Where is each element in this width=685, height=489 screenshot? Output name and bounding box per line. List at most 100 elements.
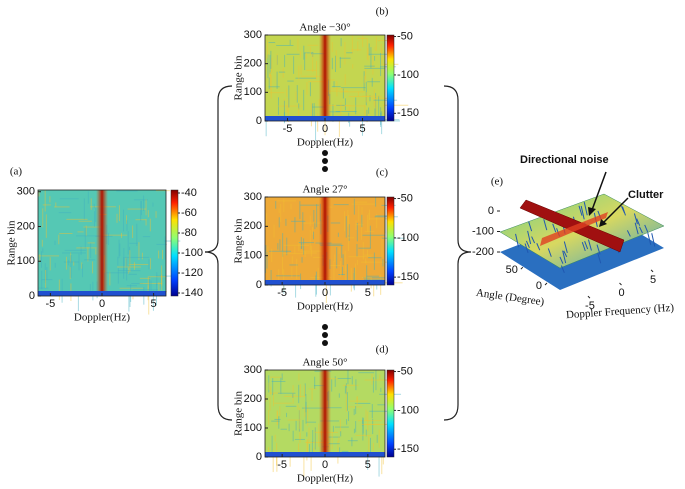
colorbar-tick-label: -50 (397, 192, 413, 204)
y-tick-label: 100 (244, 422, 262, 434)
heatmap-texture (289, 264, 298, 266)
heatmap-texture (355, 220, 357, 231)
heatmap-texture (66, 218, 88, 220)
heatmap-texture (44, 263, 46, 284)
x-tick-label: 0 (99, 298, 105, 310)
heatmap-texture (348, 107, 350, 112)
doppler-tick (587, 295, 591, 299)
heatmap-texture (84, 259, 96, 261)
heatmap-texture (309, 215, 311, 226)
heatmap-texture (267, 54, 269, 79)
heatmap-texture (355, 379, 357, 391)
heatmap-texture (87, 191, 89, 204)
heatmap-texture (346, 392, 348, 411)
heatmap-texture (377, 40, 388, 42)
heatmap-texture (70, 255, 72, 278)
heatmap-texture (376, 284, 378, 290)
heatmap-texture (331, 379, 333, 392)
doppler-axis-label: Doppler Frequency (Hz) (566, 302, 675, 322)
y-tick-label: 200 (17, 220, 35, 232)
heatmap-texture (269, 250, 292, 252)
heatmap-texture (118, 205, 120, 222)
heatmap-texture (77, 231, 84, 233)
heatmap-texture (333, 260, 335, 281)
heatmap-texture (362, 234, 386, 236)
heatmap-texture (336, 81, 338, 97)
heatmap-texture (328, 436, 341, 438)
heatmap-texture (279, 406, 281, 417)
heatmap-texture (145, 199, 147, 216)
heatmap-texture (271, 380, 286, 382)
heatmap-texture (300, 237, 302, 250)
heatmap-texture (269, 54, 271, 74)
heatmap-texture (283, 98, 285, 114)
heatmap-texture (332, 104, 334, 122)
heatmap-texture (368, 218, 392, 220)
heatmap-texture (341, 266, 343, 276)
y-tick-label: 200 (244, 220, 262, 232)
heatmap-texture (357, 41, 359, 52)
y-tick-label: 0 (29, 290, 35, 302)
heatmap-texture (351, 49, 362, 51)
heatmap-texture (314, 222, 316, 230)
heatmap-texture (123, 257, 125, 279)
panel-label: (a) (10, 166, 23, 178)
heatmap-texture (296, 85, 298, 103)
heatmap-texture (41, 270, 43, 290)
heatmap-texture (331, 57, 333, 70)
heatmap-texture (274, 402, 292, 404)
heatmap-texture (361, 261, 387, 263)
heatmap-texture (281, 373, 283, 380)
heatmap-texture (107, 232, 109, 245)
heatmap-texture (126, 215, 128, 224)
heatmap-texture (300, 250, 322, 252)
doppler-tick-label: 5 (650, 274, 656, 286)
heatmap-texture (324, 114, 326, 136)
heatmap-texture (309, 82, 311, 97)
heatmap-texture (367, 48, 369, 61)
heatmap-texture (140, 201, 142, 216)
y-tick-label: 300 (244, 29, 262, 41)
heatmap-texture (38, 287, 49, 289)
heatmap-texture (268, 375, 270, 393)
heatmap-texture (366, 249, 368, 256)
heatmap-texture (287, 80, 294, 82)
heatmap-texture (368, 213, 370, 232)
heatmap-texture (313, 231, 315, 240)
heatmap-texture (269, 72, 271, 77)
heatmap-texture (375, 93, 377, 116)
heatmap-texture (302, 252, 317, 254)
heatmap-texture (270, 50, 272, 69)
heatmap-texture (312, 52, 314, 57)
colorbar-tick-label: -100 (397, 69, 419, 81)
heatmap-texture (297, 404, 299, 410)
heatmap-texture (358, 372, 375, 374)
heatmap-texture (138, 242, 140, 260)
heatmap-texture (140, 201, 142, 222)
surface-texture (644, 224, 649, 233)
heatmap-texture (39, 254, 41, 262)
heatmap-texture (117, 266, 141, 268)
heatmap-texture (42, 208, 44, 228)
heatmap-texture (313, 103, 315, 121)
heatmap-texture (331, 432, 333, 450)
panel-label: (b) (376, 6, 389, 18)
heatmap-texture (161, 274, 163, 291)
heatmap-texture (348, 411, 350, 421)
surface-texture (560, 265, 565, 273)
heatmap-texture (329, 282, 331, 296)
y-tick-label: 0 (256, 115, 262, 127)
colorbar-tick-label: -100 (181, 247, 203, 259)
colorbar-tick-label: -40 (181, 187, 197, 199)
heatmap-texture (265, 118, 267, 137)
heatmap-texture (282, 68, 284, 78)
y-tick-label: 0 (256, 451, 262, 463)
heatmap-texture (380, 53, 382, 77)
heatmap-texture (95, 207, 97, 223)
heatmap-texture (292, 385, 294, 404)
heatmap-texture (368, 107, 370, 114)
y-tick-label: 100 (17, 255, 35, 267)
heatmap-texture (90, 242, 92, 259)
heatmap-texture (305, 441, 330, 443)
heatmap-texture (276, 53, 278, 66)
